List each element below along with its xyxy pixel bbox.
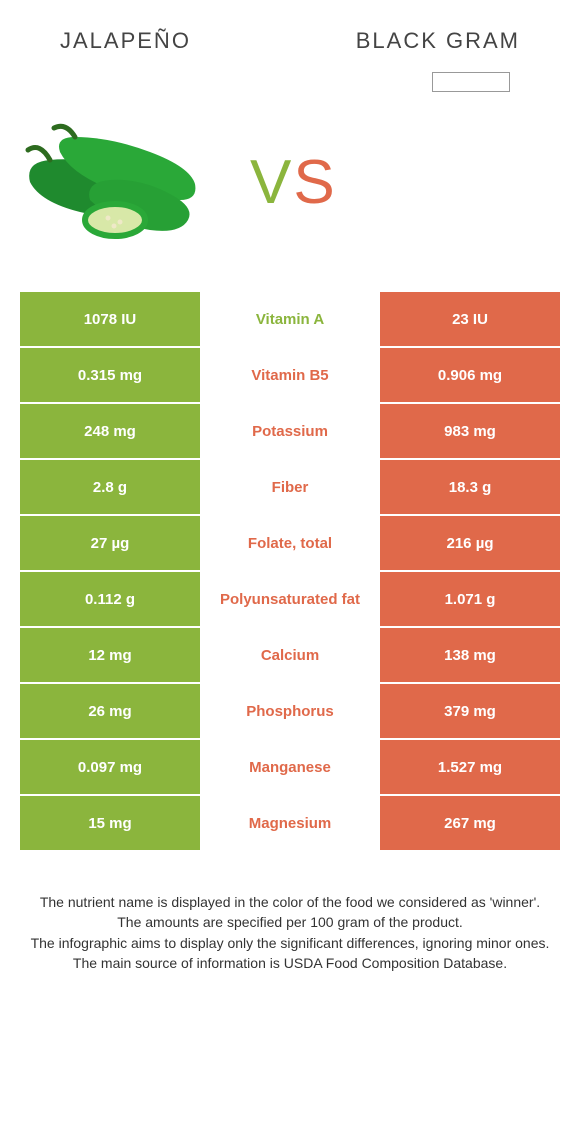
food-right-image bbox=[367, 112, 560, 252]
value-left: 0.315 mg bbox=[20, 348, 200, 402]
vs-s: S bbox=[293, 148, 336, 217]
footer-notes: The nutrient name is displayed in the co… bbox=[30, 892, 550, 973]
value-left: 248 mg bbox=[20, 404, 200, 458]
nutrient-label: Manganese bbox=[200, 740, 380, 794]
value-left: 0.112 g bbox=[20, 572, 200, 626]
hero-row: VS bbox=[0, 92, 580, 292]
table-row: 15 mgMagnesium267 mg bbox=[20, 796, 560, 852]
jalapeno-icon bbox=[20, 112, 220, 252]
nutrient-label: Vitamin B5 bbox=[200, 348, 380, 402]
value-right: 23 IU bbox=[380, 292, 560, 346]
value-left: 26 mg bbox=[20, 684, 200, 738]
footer-line-2: The amounts are specified per 100 gram o… bbox=[30, 912, 550, 932]
nutrient-label: Calcium bbox=[200, 628, 380, 682]
table-row: 27 µgFolate, total216 µg bbox=[20, 516, 560, 572]
value-left: 2.8 g bbox=[20, 460, 200, 514]
nutrient-label: Folate, total bbox=[200, 516, 380, 570]
table-row: 0.315 mgVitamin B50.906 mg bbox=[20, 348, 560, 404]
food-left-image bbox=[20, 112, 220, 252]
value-right: 0.906 mg bbox=[380, 348, 560, 402]
value-right: 983 mg bbox=[380, 404, 560, 458]
value-left: 12 mg bbox=[20, 628, 200, 682]
nutrient-label: Polyunsaturated fat bbox=[200, 572, 380, 626]
value-left: 1078 IU bbox=[20, 292, 200, 346]
value-right: 1.527 mg bbox=[380, 740, 560, 794]
nutrient-label: Vitamin A bbox=[200, 292, 380, 346]
table-row: 1078 IUVitamin A23 IU bbox=[20, 292, 560, 348]
nutrient-table: 1078 IUVitamin A23 IU0.315 mgVitamin B50… bbox=[20, 292, 560, 852]
value-right: 267 mg bbox=[380, 796, 560, 850]
nutrient-label: Fiber bbox=[200, 460, 380, 514]
nutrient-label: Phosphorus bbox=[200, 684, 380, 738]
nutrient-label: Magnesium bbox=[200, 796, 380, 850]
vs-v: V bbox=[250, 148, 293, 217]
value-left: 27 µg bbox=[20, 516, 200, 570]
table-row: 0.097 mgManganese1.527 mg bbox=[20, 740, 560, 796]
table-row: 12 mgCalcium138 mg bbox=[20, 628, 560, 684]
table-row: 26 mgPhosphorus379 mg bbox=[20, 684, 560, 740]
table-row: 0.112 gPolyunsaturated fat1.071 g bbox=[20, 572, 560, 628]
table-row: 2.8 gFiber18.3 g bbox=[20, 460, 560, 516]
table-row: 248 mgPotassium983 mg bbox=[20, 404, 560, 460]
food-left-title: JALAPEÑO bbox=[60, 28, 191, 54]
value-right: 1.071 g bbox=[380, 572, 560, 626]
footer-line-3: The infographic aims to display only the… bbox=[30, 933, 550, 953]
footer-line-1: The nutrient name is displayed in the co… bbox=[30, 892, 550, 912]
nutrient-label: Potassium bbox=[200, 404, 380, 458]
value-right: 216 µg bbox=[380, 516, 560, 570]
value-right: 379 mg bbox=[380, 684, 560, 738]
value-left: 0.097 mg bbox=[20, 740, 200, 794]
value-right: 18.3 g bbox=[380, 460, 560, 514]
image-placeholder-right bbox=[432, 72, 510, 92]
footer-line-4: The main source of information is USDA F… bbox=[30, 953, 550, 973]
header: JALAPEÑO BLACK GRAM bbox=[0, 0, 580, 64]
vs-label: VS bbox=[250, 147, 337, 218]
food-right-title: BLACK GRAM bbox=[356, 28, 520, 54]
value-right: 138 mg bbox=[380, 628, 560, 682]
value-left: 15 mg bbox=[20, 796, 200, 850]
